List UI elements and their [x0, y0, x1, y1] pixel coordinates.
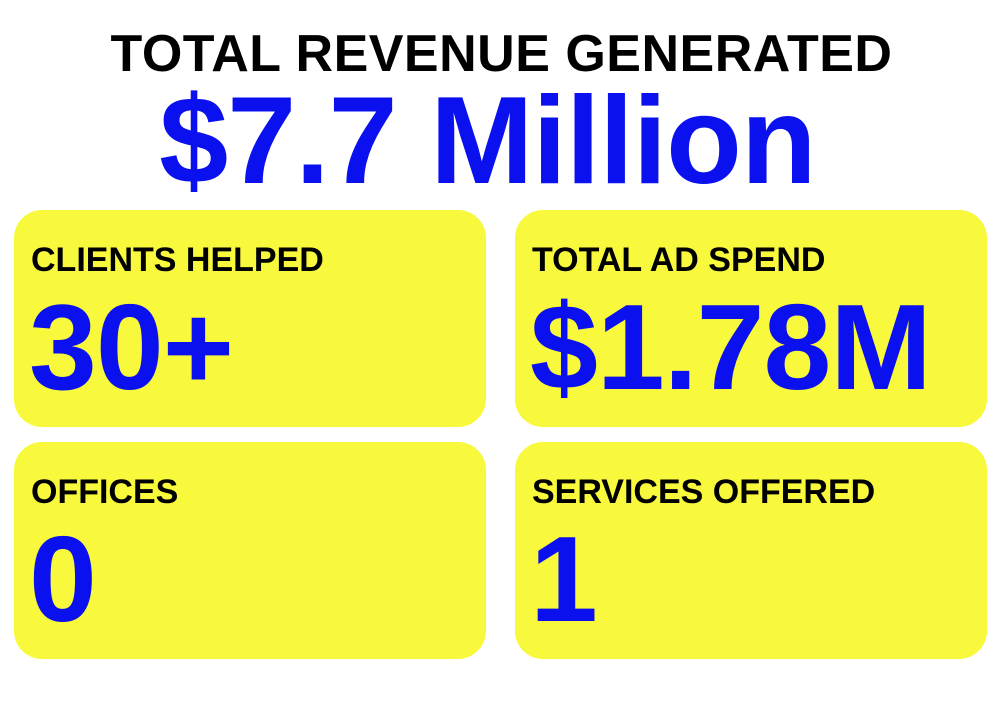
stat-card: TOTAL AD SPEND $1.78M	[515, 210, 987, 427]
stat-label: TOTAL AD SPEND	[532, 241, 826, 279]
stat-value: 30+	[29, 279, 234, 415]
stat-label: OFFICES	[31, 473, 179, 511]
stat-card: CLIENTS HELPED 30+	[14, 210, 486, 427]
stat-card: OFFICES 0	[14, 442, 486, 659]
title: TOTAL REVENUE GENERATED	[110, 25, 893, 83]
stat-label: CLIENTS HELPED	[31, 241, 324, 279]
stat-value: 0	[29, 511, 97, 647]
stat-value: 1	[530, 511, 598, 647]
stat-label: SERVICES OFFERED	[532, 473, 876, 511]
stat-value: $1.78M	[530, 279, 932, 415]
stat-card: SERVICES OFFERED 1	[515, 442, 987, 659]
headline-value: $7.7 Million	[159, 72, 816, 210]
